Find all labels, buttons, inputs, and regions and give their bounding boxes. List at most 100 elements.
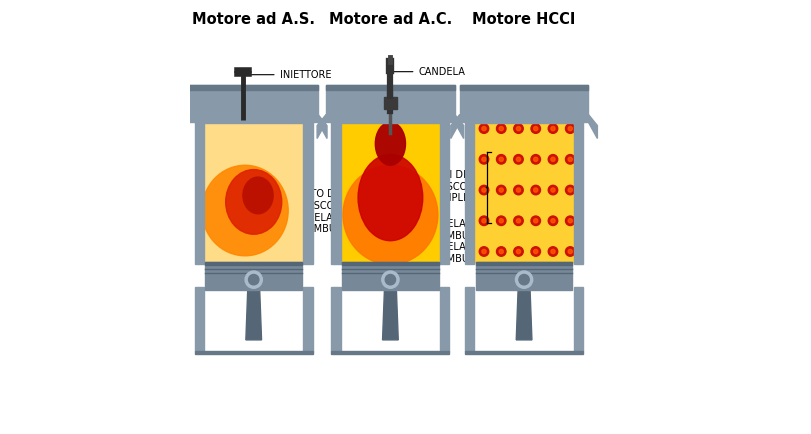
Circle shape — [482, 188, 486, 192]
Circle shape — [517, 126, 521, 131]
Circle shape — [499, 250, 504, 253]
Circle shape — [568, 126, 573, 131]
Bar — [341, 121, 440, 123]
Circle shape — [496, 124, 506, 133]
Circle shape — [568, 219, 573, 223]
Polygon shape — [588, 115, 598, 138]
Bar — [460, 85, 588, 90]
Bar — [190, 85, 318, 90]
Circle shape — [565, 216, 575, 226]
Polygon shape — [517, 279, 532, 340]
Bar — [332, 287, 341, 351]
Ellipse shape — [225, 170, 281, 234]
Circle shape — [499, 126, 504, 131]
Text: MISCELA DI ARIA
E COMBUSTIBILE: MISCELA DI ARIA E COMBUSTIBILE — [248, 213, 373, 234]
Polygon shape — [180, 115, 190, 138]
Bar — [204, 122, 303, 262]
Circle shape — [479, 155, 489, 164]
Circle shape — [517, 188, 521, 192]
Bar — [342, 262, 439, 265]
Circle shape — [385, 274, 396, 285]
Polygon shape — [317, 115, 326, 138]
Circle shape — [517, 219, 521, 223]
Bar — [465, 351, 583, 354]
Circle shape — [496, 247, 506, 256]
Circle shape — [551, 126, 555, 131]
Circle shape — [531, 185, 540, 195]
Ellipse shape — [243, 177, 273, 214]
Text: Motore HCCI: Motore HCCI — [472, 12, 576, 27]
Circle shape — [482, 157, 486, 161]
Text: PUNTO DI
INNESCO: PUNTO DI INNESCO — [259, 189, 338, 210]
Circle shape — [534, 250, 538, 253]
Circle shape — [565, 185, 575, 195]
Circle shape — [517, 250, 521, 253]
Bar — [465, 101, 474, 264]
Bar — [204, 122, 303, 262]
Circle shape — [482, 250, 486, 253]
Circle shape — [568, 188, 573, 192]
Bar — [384, 97, 397, 109]
Bar — [460, 85, 588, 122]
Circle shape — [551, 157, 555, 161]
Circle shape — [513, 247, 523, 256]
Bar — [205, 262, 302, 290]
Bar — [474, 121, 573, 123]
Bar — [204, 121, 303, 123]
Bar — [303, 101, 313, 264]
Circle shape — [513, 216, 523, 226]
Bar — [303, 287, 313, 351]
Polygon shape — [455, 115, 464, 138]
Polygon shape — [318, 115, 327, 138]
Circle shape — [519, 274, 530, 285]
Circle shape — [551, 188, 555, 192]
Bar — [476, 262, 573, 265]
Circle shape — [534, 188, 538, 192]
Bar — [474, 122, 573, 262]
Text: CANDELA: CANDELA — [393, 67, 466, 77]
Bar — [341, 122, 440, 262]
Circle shape — [479, 216, 489, 226]
Bar — [440, 101, 449, 264]
Bar — [195, 101, 204, 264]
Polygon shape — [383, 279, 398, 340]
Circle shape — [531, 216, 540, 226]
Circle shape — [479, 124, 489, 133]
Circle shape — [499, 188, 504, 192]
Bar — [326, 85, 455, 122]
Circle shape — [496, 216, 506, 226]
Ellipse shape — [375, 122, 406, 165]
Circle shape — [551, 250, 555, 253]
Circle shape — [548, 216, 558, 226]
Text: INIETTORE: INIETTORE — [246, 70, 331, 80]
Bar — [195, 351, 313, 354]
Polygon shape — [451, 115, 460, 138]
Circle shape — [499, 157, 504, 161]
Bar — [476, 262, 573, 290]
Circle shape — [516, 271, 533, 288]
Bar — [474, 122, 573, 262]
Ellipse shape — [343, 165, 438, 264]
Bar — [573, 287, 583, 351]
Circle shape — [534, 157, 538, 161]
Circle shape — [568, 157, 573, 161]
Text: MISCELA DI ARIA
E COMBUSTIBILE: MISCELA DI ARIA E COMBUSTIBILE — [423, 242, 505, 263]
Bar — [573, 101, 583, 264]
Bar — [332, 351, 449, 354]
Circle shape — [499, 219, 504, 223]
Circle shape — [482, 219, 486, 223]
Polygon shape — [246, 279, 262, 340]
Circle shape — [513, 124, 523, 133]
Circle shape — [565, 155, 575, 164]
Bar — [195, 287, 204, 351]
Circle shape — [479, 185, 489, 195]
Bar — [474, 122, 573, 262]
Text: Motore ad A.C.: Motore ad A.C. — [328, 12, 452, 27]
Bar — [205, 262, 302, 265]
Text: ARIA: ARIA — [230, 243, 313, 253]
Text: PUNTI DI
INNESCO
MULTIPLI: PUNTI DI INNESCO MULTIPLI — [423, 170, 467, 204]
Ellipse shape — [202, 165, 288, 256]
Circle shape — [534, 126, 538, 131]
Bar — [465, 287, 474, 351]
Circle shape — [548, 124, 558, 133]
